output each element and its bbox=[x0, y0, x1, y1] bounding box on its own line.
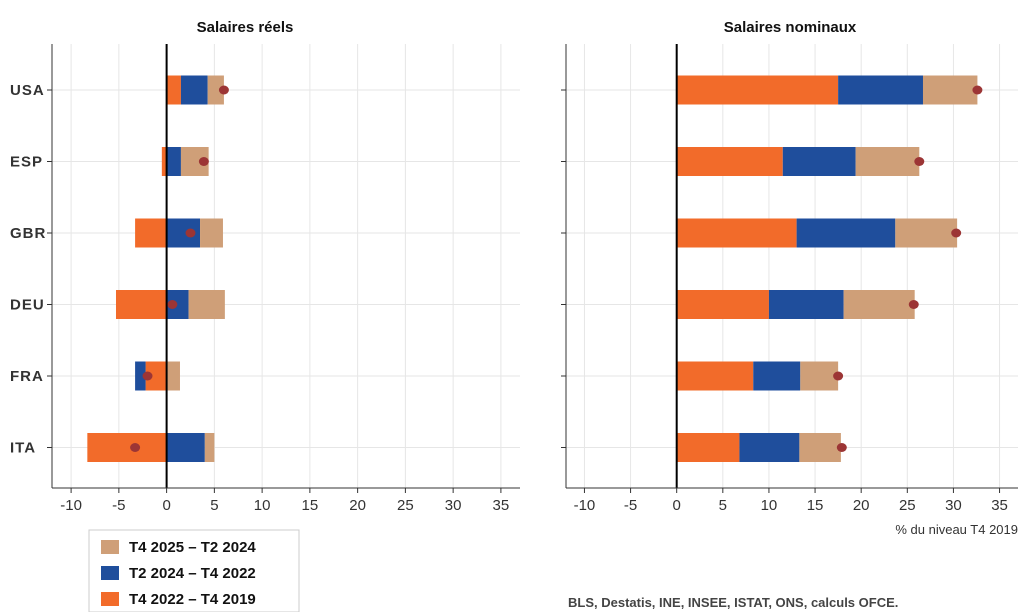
bar-gbr-t4-2022-t4-2019 bbox=[676, 218, 797, 248]
bar-fra-t2-2024-t4-2022 bbox=[135, 361, 146, 391]
category-label-esp: ESP bbox=[10, 154, 43, 171]
point-gbr bbox=[951, 228, 962, 238]
bar-usa-t4-2025-t2-2024 bbox=[207, 75, 224, 105]
bar-ita-t2-2024-t4-2022 bbox=[739, 433, 800, 462]
point-fra bbox=[142, 371, 153, 381]
bar-deu-t4-2025-t2-2024 bbox=[843, 290, 915, 319]
point-fra bbox=[833, 371, 844, 381]
point-deu bbox=[908, 300, 919, 309]
legend-swatch-t4-2022-t4-2019 bbox=[101, 592, 119, 606]
legend: T4 2025 – T2 2024 T2 2024 – T4 2022 T4 202… bbox=[88, 529, 300, 612]
legend-box bbox=[88, 529, 300, 612]
category-label-fra: FRA bbox=[10, 368, 44, 385]
bar-usa-t4-2022-t4-2019 bbox=[676, 75, 839, 105]
legend-label: T4 2022 – T4 2019 bbox=[129, 591, 256, 608]
panel-real-wages: Salaires réels USA ESP GBR DEU FRA ITA -10 -5 0 5 1… bbox=[10, 19, 520, 514]
x-tick-label: 25 bbox=[899, 497, 916, 514]
x-tick-label: 5 bbox=[210, 497, 218, 514]
chart-title: Salaires réels bbox=[197, 19, 294, 36]
bar-ita-t4-2022-t4-2019 bbox=[87, 433, 167, 462]
x-tick-label: 35 bbox=[991, 497, 1008, 514]
bar-fra-t4-2025-t2-2024 bbox=[800, 361, 839, 391]
category-label-ita: ITA bbox=[10, 440, 36, 457]
x-tick-label: -10 bbox=[60, 497, 82, 514]
bar-deu-t2-2024-t4-2022 bbox=[166, 290, 189, 319]
point-gbr bbox=[185, 228, 196, 238]
bar-esp-t4-2025-t2-2024 bbox=[855, 147, 920, 176]
panel-nominal-wages: Salaires nominaux -10 -5 0 5 10 15 20 25 30 35 % du… bbox=[561, 19, 1018, 537]
x-tick-label: 5 bbox=[719, 497, 727, 514]
bar-esp-t2-2024-t4-2022 bbox=[782, 147, 856, 176]
bar-esp-t4-2022-t4-2019 bbox=[676, 147, 783, 176]
x-tick-label: 0 bbox=[673, 497, 681, 514]
point-ita bbox=[836, 443, 847, 452]
x-tick-label: 0 bbox=[162, 497, 170, 514]
legend-label: T2 2024 – T4 2022 bbox=[129, 565, 256, 582]
point-deu bbox=[167, 300, 178, 309]
bar-deu-t2-2024-t4-2022 bbox=[768, 290, 844, 319]
x-tick-label: 10 bbox=[761, 497, 778, 514]
bar-deu-t4-2022-t4-2019 bbox=[676, 290, 769, 319]
bar-deu-t4-2025-t2-2024 bbox=[188, 290, 225, 319]
bar-ita-t4-2022-t4-2019 bbox=[676, 433, 740, 462]
x-tick-label: -5 bbox=[112, 497, 125, 514]
x-tick-label: 10 bbox=[254, 497, 271, 514]
x-tick-label: 15 bbox=[302, 497, 319, 514]
x-tick-label: 20 bbox=[853, 497, 870, 514]
bar-gbr-t4-2022-t4-2019 bbox=[135, 218, 167, 248]
x-tick-label: 15 bbox=[807, 497, 824, 514]
x-axis-label: % du niveau T4 2019 bbox=[895, 522, 1018, 537]
bar-ita-t2-2024-t4-2022 bbox=[166, 433, 205, 462]
bar-deu-t4-2022-t4-2019 bbox=[115, 290, 167, 319]
bar-esp-t2-2024-t4-2022 bbox=[166, 147, 181, 176]
bar-esp-t4-2022-t4-2019 bbox=[161, 147, 167, 176]
chart-title: Salaires nominaux bbox=[724, 19, 857, 36]
point-ita bbox=[130, 443, 141, 452]
x-tick-label: -5 bbox=[624, 497, 637, 514]
source-note: BLS, Destatis, INE, INSEE, ISTAT, ONS, c… bbox=[568, 595, 898, 610]
point-esp bbox=[914, 157, 925, 166]
bar-usa-t4-2022-t4-2019 bbox=[166, 75, 181, 105]
bar-fra-t2-2024-t4-2022 bbox=[753, 361, 801, 391]
bar-gbr-t4-2025-t2-2024 bbox=[895, 218, 958, 248]
point-esp bbox=[198, 157, 209, 166]
x-tick-label: 30 bbox=[945, 497, 962, 514]
bar-fra-t4-2025-t2-2024 bbox=[166, 361, 180, 391]
x-tick-label: 25 bbox=[397, 497, 414, 514]
category-label-gbr: GBR bbox=[10, 225, 46, 242]
bar-usa-t4-2025-t2-2024 bbox=[922, 75, 978, 105]
bar-fra-t4-2022-t4-2019 bbox=[145, 361, 167, 391]
x-tick-label: 35 bbox=[493, 497, 510, 514]
legend-label: T4 2025 – T2 2024 bbox=[129, 539, 256, 556]
category-label-usa: USA bbox=[10, 82, 45, 99]
bar-ita-t4-2025-t2-2024 bbox=[799, 433, 841, 462]
category-label-deu: DEU bbox=[10, 297, 45, 314]
legend-swatch-t4-2025-t2-2024 bbox=[101, 540, 119, 554]
point-usa bbox=[218, 85, 229, 95]
bar-usa-t2-2024-t4-2022 bbox=[838, 75, 923, 105]
bar-gbr-t2-2024-t4-2022 bbox=[796, 218, 896, 248]
bar-usa-t2-2024-t4-2022 bbox=[180, 75, 208, 105]
bar-gbr-t4-2025-t2-2024 bbox=[200, 218, 223, 248]
legend-swatch-t2-2024-t4-2022 bbox=[101, 566, 119, 580]
point-usa bbox=[972, 85, 983, 95]
bar-ita-t4-2025-t2-2024 bbox=[204, 433, 215, 462]
x-tick-label: 20 bbox=[349, 497, 366, 514]
x-tick-label: 30 bbox=[445, 497, 462, 514]
x-tick-label: -10 bbox=[574, 497, 596, 514]
bar-fra-t4-2022-t4-2019 bbox=[676, 361, 754, 391]
